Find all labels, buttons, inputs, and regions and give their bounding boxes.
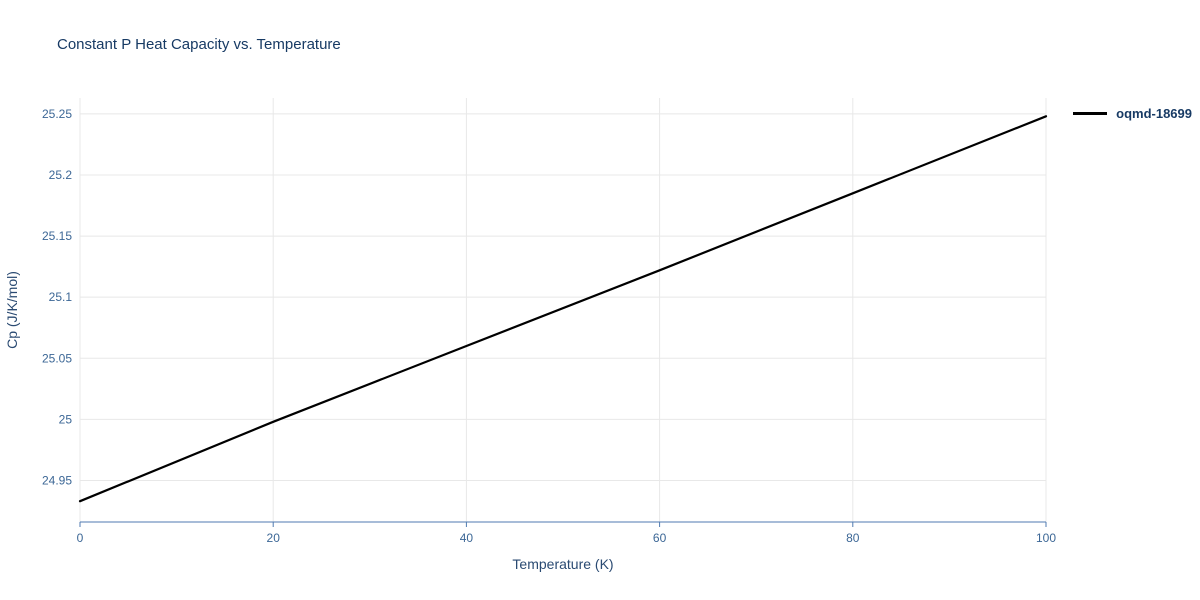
y-tick-label: 25.1 (49, 290, 73, 304)
y-tick-label: 25.2 (49, 168, 73, 182)
legend-label: oqmd-18699 (1116, 106, 1192, 121)
x-tick-label: 0 (77, 531, 84, 545)
x-axis-title: Temperature (K) (512, 556, 614, 572)
data-line-series (78, 115, 1048, 503)
x-tick-label: 100 (1036, 531, 1056, 545)
x-tick-label: 20 (267, 531, 281, 545)
y-tick-label: 25.15 (42, 229, 72, 243)
legend: oqmd-18699 (1073, 106, 1192, 121)
x-tick-label: 80 (846, 531, 860, 545)
y-tick-label: 25 (59, 412, 73, 426)
y-tick-label: 25.05 (42, 351, 72, 365)
y-axis-title: Cp (J/K/mol) (4, 271, 20, 349)
y-tick-label: 24.95 (42, 473, 72, 487)
chart-title: Constant P Heat Capacity vs. Temperature (57, 36, 341, 53)
legend-line-swatch (1073, 112, 1108, 115)
x-tick-label: 40 (460, 531, 474, 545)
x-tick-label: 60 (653, 531, 667, 545)
y-tick-label: 25.25 (42, 107, 72, 121)
